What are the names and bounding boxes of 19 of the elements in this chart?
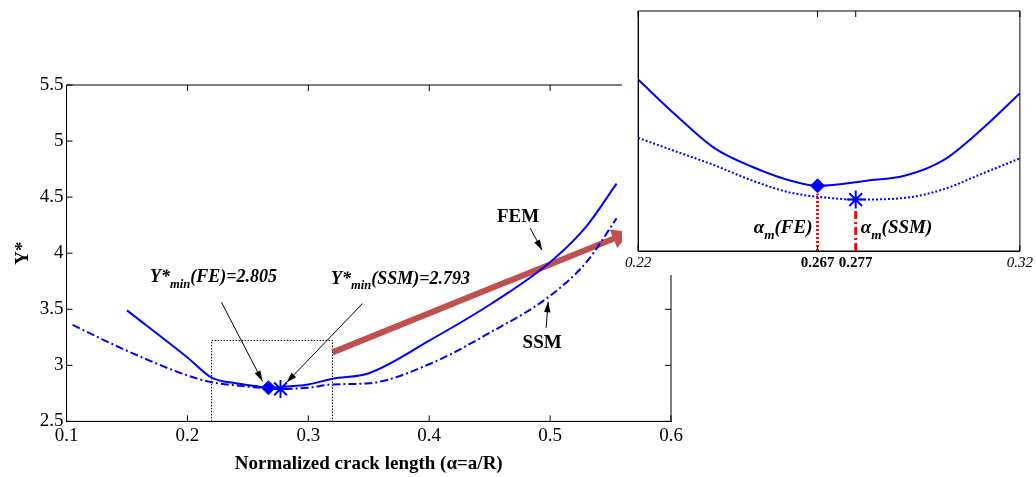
x-tick-label: 0.2 <box>175 423 200 445</box>
y-tick-label: 5.5 <box>39 72 64 94</box>
x-tick-label: 0.6 <box>659 423 683 445</box>
x-tick-label: 0.3 <box>296 423 321 445</box>
series-label: FEM <box>497 205 540 227</box>
series-label: SSM <box>522 330 562 352</box>
y-tick-label: 4.5 <box>39 185 64 207</box>
y-tick-label: 4 <box>54 241 65 263</box>
x-tick-label: 0.22 <box>625 253 652 270</box>
x-tick-label: 0.277 <box>838 253 874 270</box>
y-axis-title: Y* <box>11 241 33 265</box>
y-tick-label: 3.5 <box>39 297 64 319</box>
x-axis-title: Normalized crack length (α=a/R) <box>234 451 503 474</box>
y-tick-label: 5 <box>54 129 64 151</box>
x-tick-label: 0.5 <box>538 423 562 445</box>
y-tick-label: 3 <box>54 353 64 375</box>
x-tick-label: 0.267 <box>800 253 835 270</box>
x-tick-label: 0.4 <box>417 423 442 445</box>
x-tick-label: 0.32 <box>1006 253 1034 270</box>
